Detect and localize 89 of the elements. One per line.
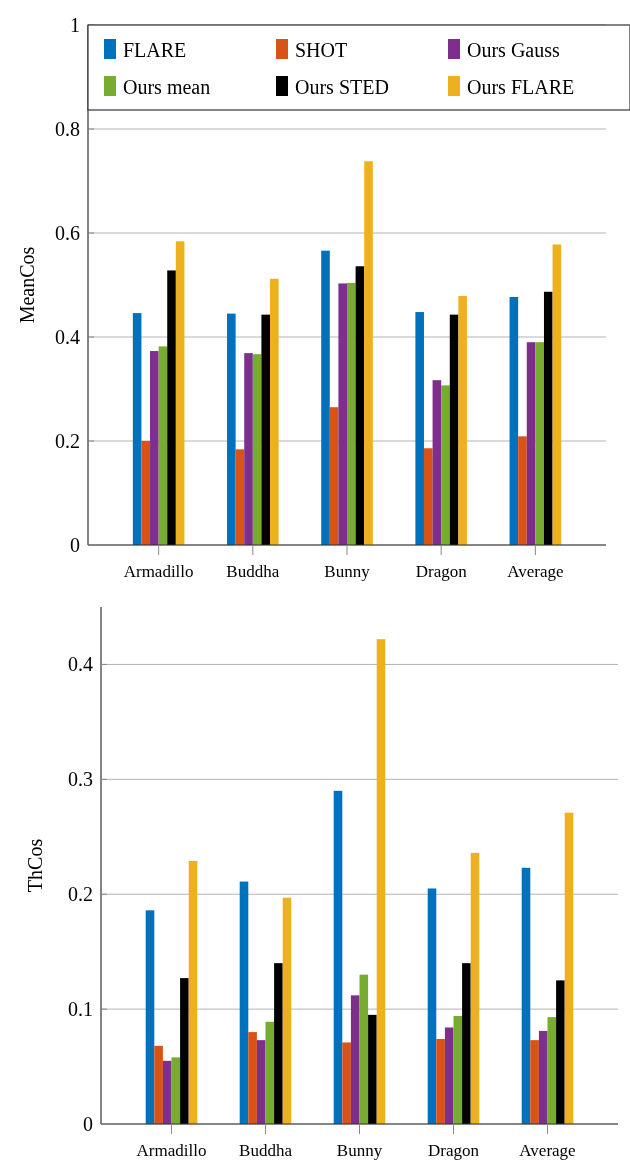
bar [423, 448, 433, 545]
bar [132, 313, 142, 545]
bar [162, 1060, 172, 1124]
y-tick-label: 0.2 [68, 883, 93, 906]
bar [154, 1045, 163, 1124]
x-tick-label: Buddha [226, 562, 280, 581]
bar [252, 354, 262, 545]
x-tick-label: Dragon [428, 1141, 480, 1160]
y-axis-title: MeanCos [16, 246, 38, 324]
y-axis-title: ThCos [24, 838, 46, 893]
y-tick-label: 0.1 [68, 998, 93, 1021]
bar [449, 314, 459, 545]
bar [256, 1040, 266, 1124]
bar [518, 436, 527, 545]
bar [509, 296, 519, 545]
bar [521, 867, 531, 1124]
bar [350, 995, 360, 1124]
bar [436, 1038, 445, 1124]
bar [432, 380, 442, 545]
bar [227, 313, 236, 545]
legend-label: Ours mean [123, 76, 211, 98]
bar [171, 1057, 181, 1124]
legend-label: Ours Gauss [467, 39, 560, 61]
legend-label: Ours STED [295, 76, 389, 98]
y-tick-label: 0 [70, 534, 80, 556]
bar [444, 1027, 454, 1124]
bar [453, 1016, 463, 1124]
bar [535, 342, 544, 545]
bar [364, 161, 373, 545]
bar [274, 963, 283, 1124]
y-tick-label: 0.6 [55, 222, 80, 244]
bar [376, 639, 386, 1124]
bar [359, 974, 369, 1124]
bar [458, 295, 467, 545]
bar [462, 963, 471, 1124]
x-tick-label: Average [507, 562, 564, 581]
bar [239, 881, 249, 1124]
x-tick-label: Bunny [324, 562, 371, 581]
y-tick-label: 0.4 [68, 653, 93, 676]
x-tick-label: Bunny [336, 1141, 383, 1160]
x-tick-label: Dragon [415, 562, 468, 581]
bar [368, 1014, 377, 1124]
legend-label: Ours FLARE [467, 76, 575, 98]
bar [248, 1032, 257, 1124]
bar [141, 441, 151, 545]
bar [150, 351, 159, 545]
bar [167, 270, 176, 545]
bar [355, 266, 365, 545]
legend-label: SHOT [295, 39, 348, 61]
bar [158, 346, 168, 545]
bar [261, 314, 271, 545]
bar [175, 241, 185, 545]
bar [415, 312, 424, 545]
bar [244, 353, 253, 545]
bar [188, 860, 198, 1124]
legend-label: FLARE [123, 39, 187, 61]
bar [329, 407, 339, 545]
y-tick-label: 0.2 [55, 430, 80, 452]
bar [441, 385, 450, 545]
bar [530, 1040, 539, 1124]
bar [564, 812, 574, 1124]
y-tick-label: 1 [70, 14, 80, 36]
x-tick-label: Buddha [239, 1141, 293, 1160]
bar [270, 278, 279, 545]
x-tick-label: Average [519, 1141, 576, 1160]
x-tick-label: Armadillo [136, 1141, 207, 1160]
bar [552, 244, 562, 545]
bar [145, 910, 155, 1124]
bar [543, 291, 553, 545]
bar [538, 1030, 548, 1124]
bar [333, 790, 343, 1124]
bar [282, 897, 292, 1124]
y-tick-label: 0.4 [55, 326, 80, 348]
bar [321, 250, 330, 545]
bar [338, 283, 347, 545]
bar [342, 1042, 351, 1124]
x-tick-label: Armadillo [123, 562, 194, 581]
bar [235, 449, 245, 545]
bar [547, 1017, 557, 1124]
y-tick-label: 0 [83, 1113, 93, 1135]
bar [180, 978, 189, 1124]
bar [556, 980, 565, 1124]
bar [526, 342, 536, 545]
bar [470, 852, 480, 1124]
y-tick-label: 0.8 [55, 118, 80, 140]
bar [265, 1021, 275, 1124]
bar [427, 888, 437, 1124]
bar [347, 282, 356, 545]
y-tick-label: 0.3 [68, 768, 93, 791]
